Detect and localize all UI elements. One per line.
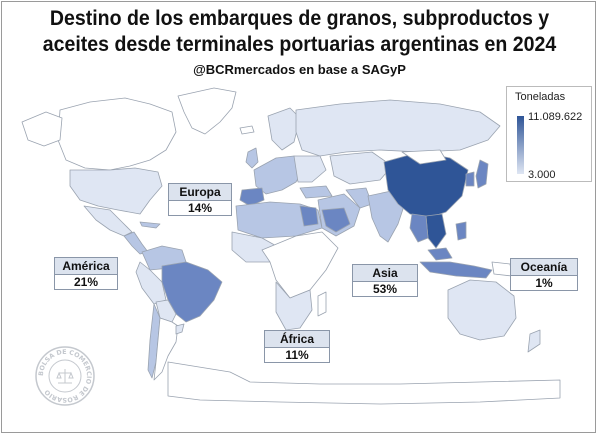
bcr-seal-logo: BOLSA DE COMERCIO DE ROSARIO (35, 346, 95, 406)
country-new-zealand (527, 329, 541, 353)
region-box-asia: Asia 53% (352, 264, 418, 297)
country-australia (447, 279, 517, 341)
map-subtitle: @BCRmercados en base a SAGyP (193, 62, 406, 77)
country-eastern-europe (293, 155, 327, 183)
region-pct-europa: 14% (169, 200, 231, 215)
country-russia (295, 99, 501, 157)
legend-color-bar (517, 116, 524, 174)
country-southern-africa (275, 281, 313, 331)
country-scandinavia (267, 107, 301, 151)
map-title: Destino de los embarques de granos, subp… (21, 6, 578, 58)
region-box-africa: África 11% (264, 330, 330, 363)
country-bolivia (155, 299, 177, 323)
country-central-america (123, 231, 149, 255)
region-box-america: América 21% (54, 257, 118, 290)
region-name-america: América (62, 259, 110, 273)
country-vietnam (425, 213, 447, 249)
country-uruguay (175, 323, 185, 335)
region-box-oceania: Oceanía 1% (510, 258, 578, 291)
region-name-oceania: Oceanía (520, 260, 568, 274)
country-madagascar (317, 291, 327, 317)
country-greenland (177, 87, 237, 135)
map-legend: Toneladas 11.089.622 3.000 (506, 86, 592, 182)
country-cuba (139, 221, 161, 229)
country-indochina (409, 213, 429, 243)
legend-max-label: 11.089.622 (528, 111, 583, 123)
country-uk (245, 147, 259, 169)
country-papua (491, 261, 513, 277)
country-philippines (455, 221, 467, 241)
country-mongolia (401, 149, 447, 165)
country-japan (475, 159, 489, 189)
country-central-asia (329, 151, 393, 185)
region-pct-america: 21% (55, 274, 117, 289)
legend-title: Toneladas (515, 91, 566, 103)
region-pct-africa: 11% (265, 347, 329, 362)
country-canada (57, 97, 177, 171)
country-iberia (239, 187, 265, 207)
country-antarctica (167, 361, 561, 405)
legend-min-label: 3.000 (528, 169, 556, 181)
map-title-line-1: Destino de los embarques de granos, subp… (49, 7, 550, 30)
region-name-africa: África (279, 332, 314, 346)
country-brazil (161, 261, 223, 323)
region-box-europa: Europa 14% (168, 183, 232, 216)
country-saudi-arabia (321, 207, 351, 233)
region-name-europa: Europa (179, 185, 221, 199)
country-korea (465, 171, 475, 187)
country-usa (69, 167, 163, 215)
map-title-line-2: aceites desde terminales portuarias arge… (42, 33, 557, 56)
country-central-africa (261, 231, 339, 299)
region-pct-asia: 53% (353, 281, 417, 296)
country-turkey (299, 185, 333, 199)
scales-icon (56, 369, 74, 384)
country-egypt (299, 205, 319, 227)
country-alaska (21, 111, 63, 147)
region-name-asia: Asia (372, 266, 398, 280)
region-pct-oceania: 1% (511, 275, 577, 290)
country-iceland (239, 125, 255, 135)
country-argentina (153, 317, 179, 381)
country-indonesia (419, 261, 493, 279)
country-malaysia (427, 247, 453, 261)
